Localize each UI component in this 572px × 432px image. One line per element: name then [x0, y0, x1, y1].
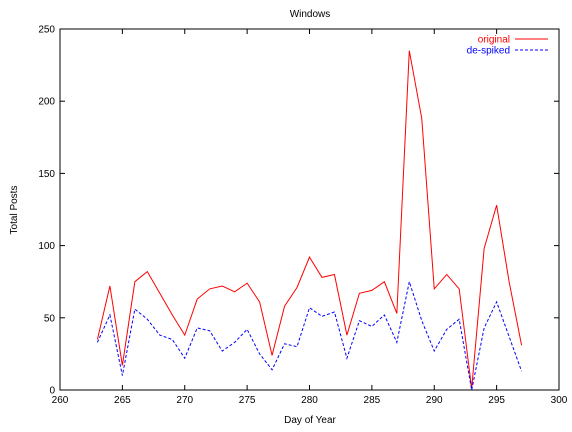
legend-label: original [478, 35, 510, 46]
x-axis: 260 265 270 275 280 285 290 295 300 [52, 29, 568, 406]
x-tick-label: 290 [426, 395, 443, 406]
plot-area-frame [59, 28, 560, 391]
legend-label: de-spiked [467, 46, 510, 57]
y-tick-label: 100 [38, 241, 55, 252]
series-line-original [96, 50, 523, 389]
y-axis-title: Total Posts [9, 186, 20, 235]
x-tick-label: 295 [488, 395, 505, 406]
y-axis: 0 50 100 150 200 250 [38, 25, 559, 397]
x-axis-title: Day of Year [284, 415, 336, 426]
x-tick-label: 275 [239, 395, 256, 406]
y-tick-label: 0 [49, 386, 55, 397]
x-tick-label: 300 [551, 395, 568, 406]
x-tick-label: 265 [114, 395, 131, 406]
y-tick-label: 200 [38, 97, 55, 108]
series-layer [96, 50, 523, 391]
series-line-de-spiked [96, 279, 523, 391]
x-tick-label: 270 [176, 395, 193, 406]
x-tick-label: 260 [52, 395, 69, 406]
y-tick-label: 50 [44, 313, 56, 324]
y-tick-label: 250 [38, 25, 55, 36]
y-tick-label: 150 [38, 169, 55, 180]
x-tick-label: 280 [301, 395, 318, 406]
chart-title: Windows [290, 9, 331, 20]
x-tick-label: 285 [364, 395, 381, 406]
